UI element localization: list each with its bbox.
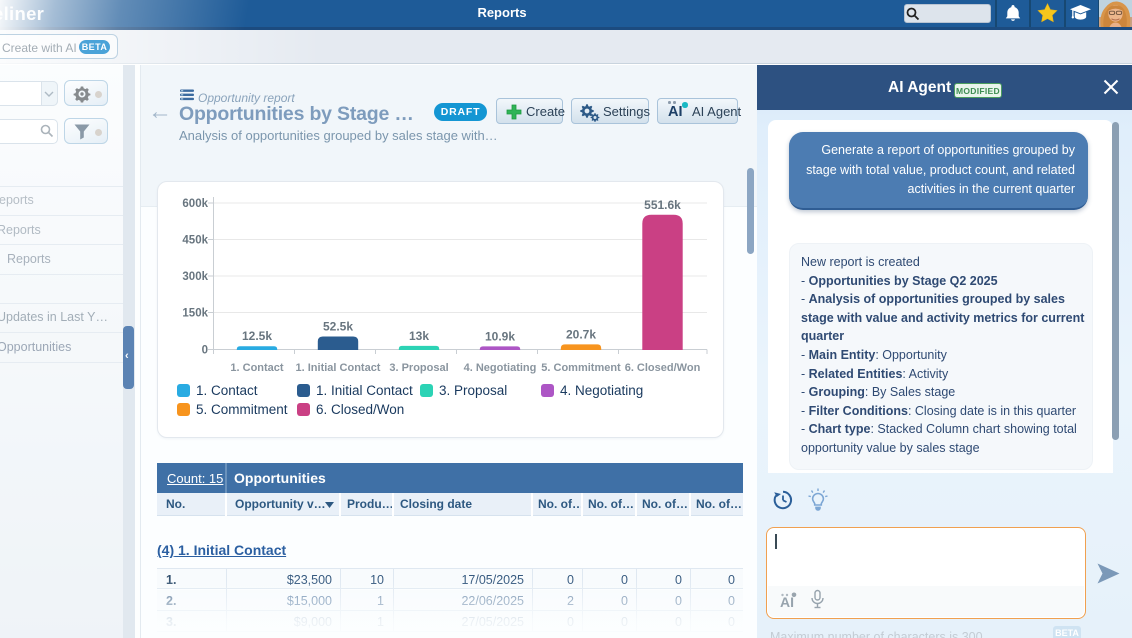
svg-text:AI: AI bbox=[780, 594, 794, 610]
svg-text:20.7k: 20.7k bbox=[566, 327, 596, 341]
svg-text:6. Closed/Won: 6. Closed/Won bbox=[625, 362, 701, 374]
svg-text:551.6k: 551.6k bbox=[644, 198, 681, 212]
svg-text:600k: 600k bbox=[182, 198, 208, 210]
svg-text:1. Initial Contact: 1. Initial Contact bbox=[296, 362, 381, 374]
svg-text:12.5k: 12.5k bbox=[242, 329, 272, 343]
svg-text:13k: 13k bbox=[409, 329, 429, 343]
svg-text:4. Negotiating: 4. Negotiating bbox=[464, 362, 537, 374]
svg-text:150k: 150k bbox=[182, 308, 208, 320]
svg-text:0: 0 bbox=[202, 345, 208, 357]
svg-text:1. Contact: 1. Contact bbox=[230, 362, 284, 374]
svg-text:3. Proposal: 3. Proposal bbox=[389, 362, 448, 374]
svg-text:450k: 450k bbox=[182, 235, 208, 247]
svg-text:300k: 300k bbox=[182, 271, 208, 283]
svg-text:52.5k: 52.5k bbox=[323, 320, 353, 334]
svg-text:10.9k: 10.9k bbox=[485, 329, 515, 343]
svg-text:5. Commitment: 5. Commitment bbox=[541, 362, 621, 374]
